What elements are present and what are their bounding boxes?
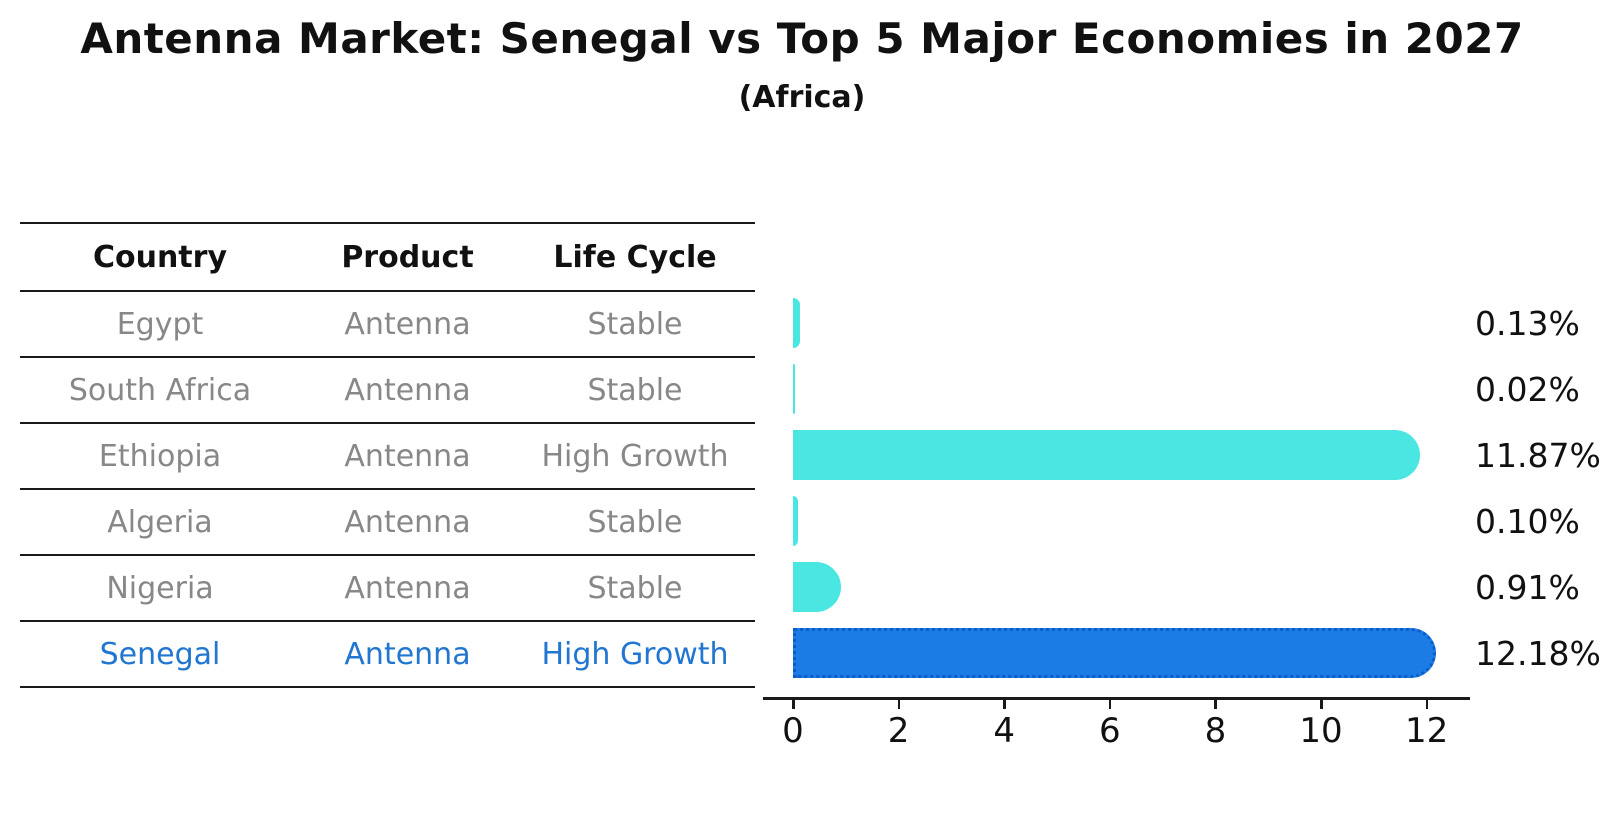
tick-mark	[1108, 699, 1112, 709]
table-row-ethiopia: Ethiopia Antenna High Growth	[20, 424, 755, 490]
tick-mark	[1425, 699, 1429, 709]
cell-life-cycle: Stable	[587, 306, 683, 342]
tick-mark	[1003, 699, 1006, 709]
cell-country: South Africa	[68, 372, 252, 408]
cell-product: Antenna	[344, 504, 471, 540]
table-row-senegal: Senegal Antenna High Growth	[20, 622, 755, 688]
page-title: Antenna Market: Senegal vs Top 5 Major E…	[80, 14, 1524, 63]
cell-life-cycle: High Growth	[541, 636, 729, 672]
table-row-nigeria: Nigeria Antenna Stable	[20, 556, 755, 622]
bar-south-africa	[793, 364, 795, 414]
tick-mark	[1320, 699, 1323, 709]
cell-life-cycle: Stable	[587, 570, 683, 606]
column-header-product: Product	[341, 239, 474, 275]
bar-row-ethiopia: 11.87%	[793, 422, 1604, 488]
bar-nigeria	[793, 562, 842, 612]
tick-mark	[792, 699, 795, 709]
tick-label: 2	[887, 711, 910, 751]
bar-chart: 0.13% 0.02% 11.87% 0.10% 0.91% 12.18%	[793, 290, 1604, 686]
tick-label: 4	[993, 711, 1015, 751]
tick-label: 8	[1204, 711, 1227, 751]
bar-algeria	[793, 496, 799, 546]
bar-row-algeria: 0.10%	[793, 488, 1604, 554]
cell-product: Antenna	[344, 306, 471, 342]
comparison-table: Country Product Life Cycle Egypt Antenna S…	[20, 222, 755, 688]
table-row-algeria: Algeria Antenna Stable	[20, 490, 755, 556]
bar-row-nigeria: 0.91%	[793, 554, 1604, 620]
tick-label: 10	[1299, 711, 1343, 751]
bar-senegal	[793, 628, 1437, 678]
cell-life-cycle: Stable	[587, 372, 683, 408]
column-header-country: Country	[92, 239, 228, 275]
cell-country: Ethiopia	[98, 438, 222, 474]
tick-mark	[897, 699, 901, 709]
column-header-life-cycle: Life Cycle	[553, 239, 717, 275]
table-header-row: Country Product Life Cycle	[20, 224, 755, 292]
cell-country: Algeria	[107, 504, 213, 540]
table-row-egypt: Egypt Antenna Stable	[20, 292, 755, 358]
value-label: 12.18%	[1475, 633, 1601, 673]
cell-country: Nigeria	[106, 570, 214, 606]
value-label: 0.13%	[1475, 303, 1580, 343]
x-axis-line	[763, 697, 1470, 700]
value-label: 0.10%	[1475, 501, 1580, 541]
table-body: Egypt Antenna Stable South Africa Antenna Sta…	[20, 292, 755, 688]
value-label: 11.87%	[1475, 435, 1601, 475]
tick-label: 0	[782, 711, 804, 751]
cell-product: Antenna	[344, 438, 471, 474]
bar-row-senegal: 12.18%	[793, 620, 1604, 686]
tick-mark	[1214, 699, 1217, 709]
bar-row-south-africa: 0.02%	[793, 356, 1604, 422]
table-row-south-africa: South Africa Antenna Stable	[20, 358, 755, 424]
cell-life-cycle: Stable	[587, 504, 683, 540]
cell-country: Senegal	[99, 636, 221, 672]
bar-ethiopia	[793, 430, 1420, 480]
tick-label: 12	[1404, 711, 1449, 751]
value-label: 0.02%	[1475, 369, 1580, 409]
x-axis: 0 2 4 6 8 10 12	[763, 697, 1470, 757]
tick-label: 6	[1098, 711, 1121, 751]
cell-life-cycle: High Growth	[541, 438, 729, 474]
bar-row-egypt: 0.13%	[793, 290, 1604, 356]
cell-product: Antenna	[344, 636, 471, 672]
cell-country: Egypt	[116, 306, 204, 342]
page-subtitle: (Africa)	[738, 80, 866, 115]
cell-product: Antenna	[344, 570, 471, 606]
bar-egypt	[793, 298, 800, 348]
value-label: 0.91%	[1475, 567, 1580, 607]
cell-product: Antenna	[344, 372, 471, 408]
